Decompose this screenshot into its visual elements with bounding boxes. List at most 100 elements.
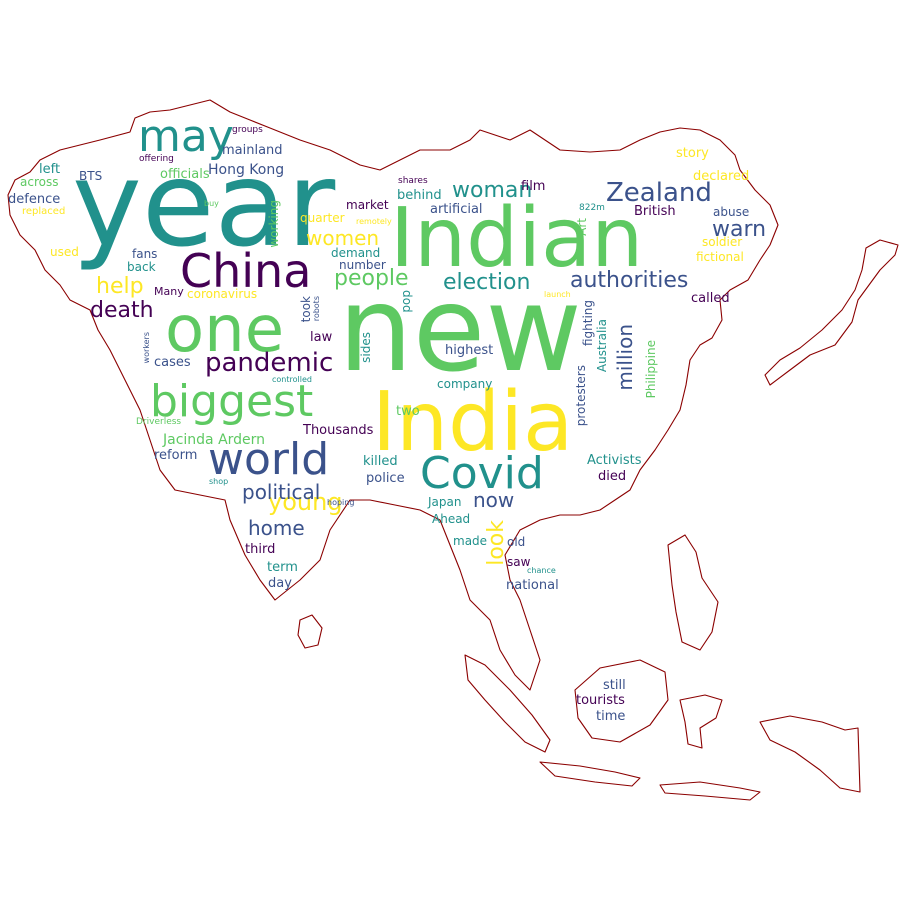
word-british: British [634,204,676,219]
word-japan: Japan [428,495,462,509]
word-activists: Activists [587,453,642,468]
word-groups: groups [232,125,263,135]
word-sides: sides [359,332,373,363]
word-death: death [90,298,154,323]
word-defence: defence [8,192,61,207]
word-remotely: remotely [356,217,392,226]
word-cases: cases [154,355,191,370]
word-may: may [138,111,234,162]
word-indian: Indian [390,191,644,286]
word-highest: highest [445,343,494,358]
sri-lanka-outline [297,614,323,649]
word-working: working [267,200,281,248]
word-law: law [310,330,333,345]
word-year: year [72,135,336,273]
mainland-outline [7,99,779,691]
word-used: used [50,245,79,259]
word-bts: BTS [79,169,103,183]
word-third: third [245,542,276,557]
word-now: now [473,488,515,512]
word-company: company [437,377,493,391]
word-women: women [306,226,380,250]
japan-outline [764,239,899,386]
word-launch: launch [544,290,571,299]
java-outline [539,761,641,787]
word-national: national [506,578,559,593]
word-political: political [242,480,321,504]
word-australia: Australia [595,319,609,373]
word-million: million [613,324,637,391]
word-killed: killed [363,454,398,469]
word-new: new [338,260,582,398]
word-left: left [39,162,61,177]
word-young: young [268,488,343,516]
word-robots: robots [312,296,321,322]
word-saw: saw [507,555,531,569]
word-zealand: Zealand [606,178,712,208]
word-pandemic: pandemic [205,348,334,378]
sulawesi-outline [679,694,723,749]
word-hong-kong: Hong Kong [208,162,285,178]
word-market: market [346,198,389,212]
word-abuse: abuse [713,205,750,219]
word-ahead: Ahead [432,512,471,526]
word-replaced: replaced [22,206,66,217]
word-tourists: tourists [576,693,625,708]
word-across: across [20,175,59,189]
word-fans: fans [132,247,158,261]
word-called: called [691,291,730,306]
philippines-outline [667,534,719,651]
word-workers: workers [142,332,151,364]
word-822m: 822m [579,203,605,213]
word-time: time [596,709,626,724]
word-fictional: fictional [696,250,744,264]
word-election: election [443,270,531,295]
word-india: India [372,375,574,470]
word-authorities: authorities [570,268,689,293]
word-help: help [96,274,144,299]
word-china: China [180,244,312,298]
word-pop: pop [399,290,413,313]
word-declared: declared [693,169,750,184]
word-world: world [208,434,330,485]
word-philippine: Philippine [644,340,658,399]
word-day: day [268,576,292,591]
word-look: look [484,520,509,566]
word-still: still [603,678,626,693]
lesser-sunda-outline [659,781,761,801]
word-mainland: mainland [222,143,283,158]
word-home: home [248,516,305,540]
word-protesters: protesters [574,365,588,427]
word-chance: chance [527,566,556,575]
word-hoping: hoping [327,498,355,507]
word-story: story [676,146,709,161]
word-old: old [507,535,526,549]
word-artificial: artificial [430,202,483,217]
word-film: film [521,179,546,194]
word-term: term [267,560,298,575]
word-covid: Covid [420,448,544,499]
new-guinea-outline [759,715,861,793]
word-buy: buy [204,199,219,208]
borneo-outline [574,659,669,743]
word-officials: officials [160,167,210,182]
word-demand: demand [331,246,381,260]
word-shop: shop [209,477,229,486]
word-one: one [165,293,285,367]
word-took: took [299,296,313,323]
word-died: died [598,469,627,484]
word-fighting: fighting [581,300,595,347]
word-jacinda-ardern: Jacinda Ardern [163,432,266,448]
word-back: back [127,260,156,274]
word-police: police [366,471,405,486]
word-soldier: soldier [702,235,743,249]
word-biggest: biggest [150,376,314,427]
word-number: number [339,258,386,272]
word-shares: shares [398,176,428,186]
word-thousands: Thousands [303,423,374,438]
word-quarter: quarter [300,211,345,225]
word-many: Many [154,285,184,298]
word-behind: behind [397,188,442,203]
